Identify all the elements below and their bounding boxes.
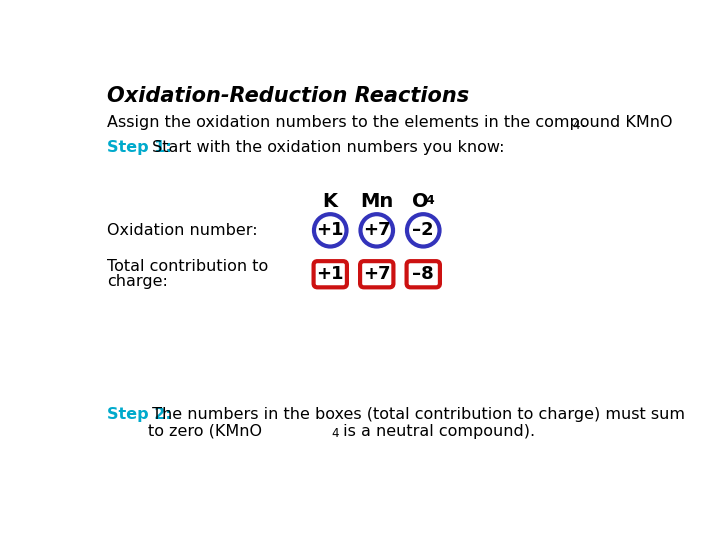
Text: Assign the oxidation numbers to the elements in the compound KMnO: Assign the oxidation numbers to the elem… [107,115,672,130]
Text: Start with the oxidation numbers you know:: Start with the oxidation numbers you kno… [148,140,505,156]
Text: 4: 4 [332,428,339,441]
Text: charge:: charge: [107,274,168,289]
Text: +1: +1 [317,265,344,284]
Text: is a neutral compound).: is a neutral compound). [338,423,535,438]
Text: Mn: Mn [360,192,393,211]
Text: +7: +7 [363,265,390,284]
Text: 4: 4 [426,194,435,207]
Text: K: K [323,192,338,211]
Text: to zero (KMnO: to zero (KMnO [107,423,262,438]
Text: –2: –2 [413,221,434,239]
Text: Total contribution to: Total contribution to [107,259,269,274]
Text: Step 2:: Step 2: [107,408,172,422]
Text: The numbers in the boxes (total contribution to charge) must sum: The numbers in the boxes (total contribu… [148,408,685,422]
Text: Oxidation number:: Oxidation number: [107,223,258,238]
Text: –8: –8 [413,265,434,284]
Text: Step 1:: Step 1: [107,140,172,156]
Text: .: . [580,115,585,130]
Text: +7: +7 [363,221,390,239]
Text: Oxidation-Reduction Reactions: Oxidation-Reduction Reactions [107,86,469,106]
Text: O: O [412,192,428,211]
Text: +1: +1 [317,221,344,239]
Text: 4: 4 [573,119,580,132]
